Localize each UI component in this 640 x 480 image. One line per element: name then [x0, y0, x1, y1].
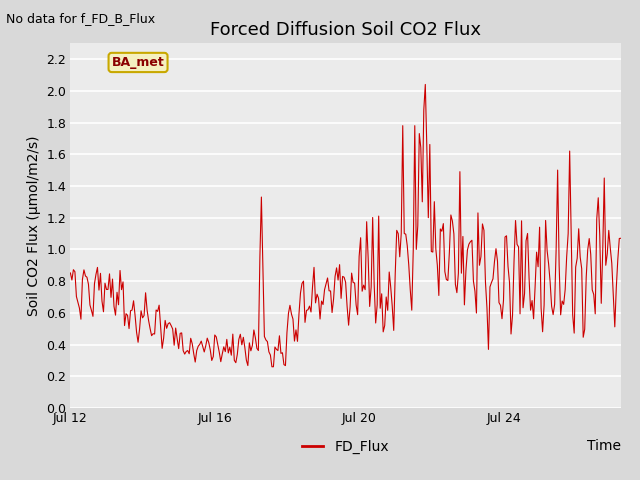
Title: Forced Diffusion Soil CO2 Flux: Forced Diffusion Soil CO2 Flux [210, 21, 481, 39]
Y-axis label: Soil CO2 Flux (μmol/m2/s): Soil CO2 Flux (μmol/m2/s) [27, 135, 41, 316]
Legend: FD_Flux: FD_Flux [297, 434, 394, 459]
Text: No data for f_FD_B_Flux: No data for f_FD_B_Flux [6, 12, 156, 25]
Text: Time: Time [587, 439, 621, 453]
Text: BA_met: BA_met [112, 56, 164, 69]
